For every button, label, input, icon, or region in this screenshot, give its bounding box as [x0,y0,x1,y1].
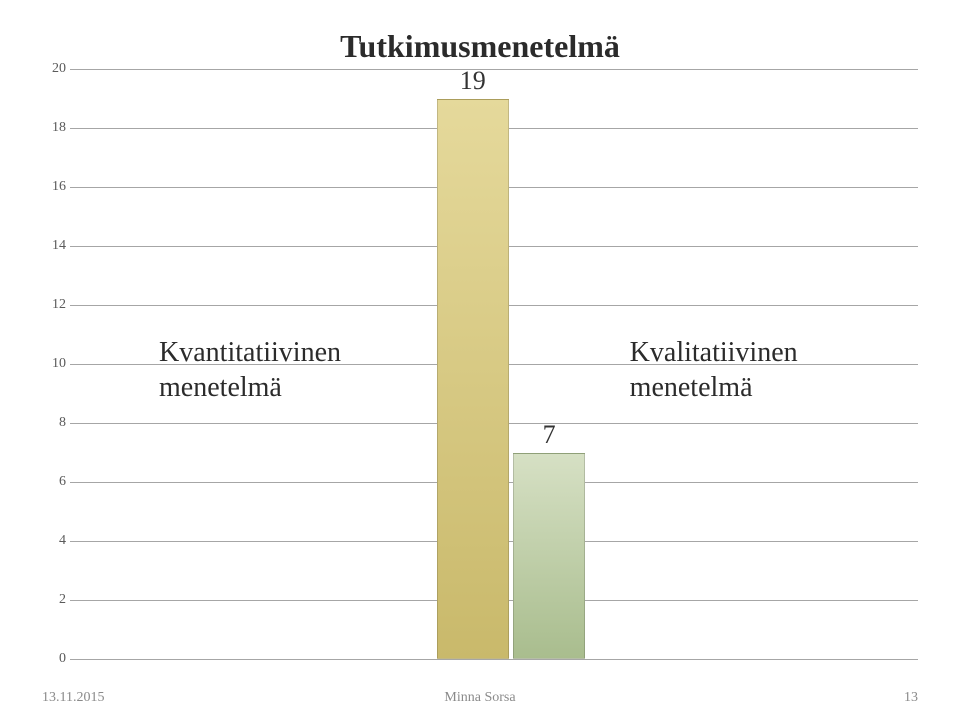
chart-title: Tutkimusmenetelmä [42,28,918,65]
bar-1: 7 [513,453,585,660]
y-tick-label: 2 [42,592,66,608]
y-tick-label: 10 [42,356,66,372]
bar-value-label: 19 [438,66,508,96]
y-tick-label: 14 [42,238,66,254]
y-tick-label: 20 [42,61,66,77]
annotation-1: Kvalitatiivinenmenetelmä [630,335,798,405]
y-tick-label: 8 [42,415,66,431]
slide: Tutkimusmenetelmä 02468101214161820 197K… [0,0,960,720]
footer-author: Minna Sorsa [444,690,515,706]
annotation-0: Kvantitatiivinenmenetelmä [159,335,341,405]
y-tick-label: 16 [42,179,66,195]
y-tick-label: 12 [42,297,66,313]
chart-area: 02468101214161820 197Kvantitatiivinenmen… [42,69,918,659]
footer: 13.11.2015 Minna Sorsa 13 [42,690,918,706]
bar-value-label: 7 [514,420,584,450]
grid-line [70,659,918,660]
footer-date: 13.11.2015 [42,690,104,706]
y-tick-label: 0 [42,651,66,667]
y-tick-label: 18 [42,120,66,136]
plot-region: 197KvantitatiivinenmenetelmäKvalitatiivi… [70,69,918,659]
bar-0: 19 [437,99,509,660]
y-tick-label: 6 [42,474,66,490]
footer-page: 13 [904,690,918,706]
y-tick-label: 4 [42,533,66,549]
